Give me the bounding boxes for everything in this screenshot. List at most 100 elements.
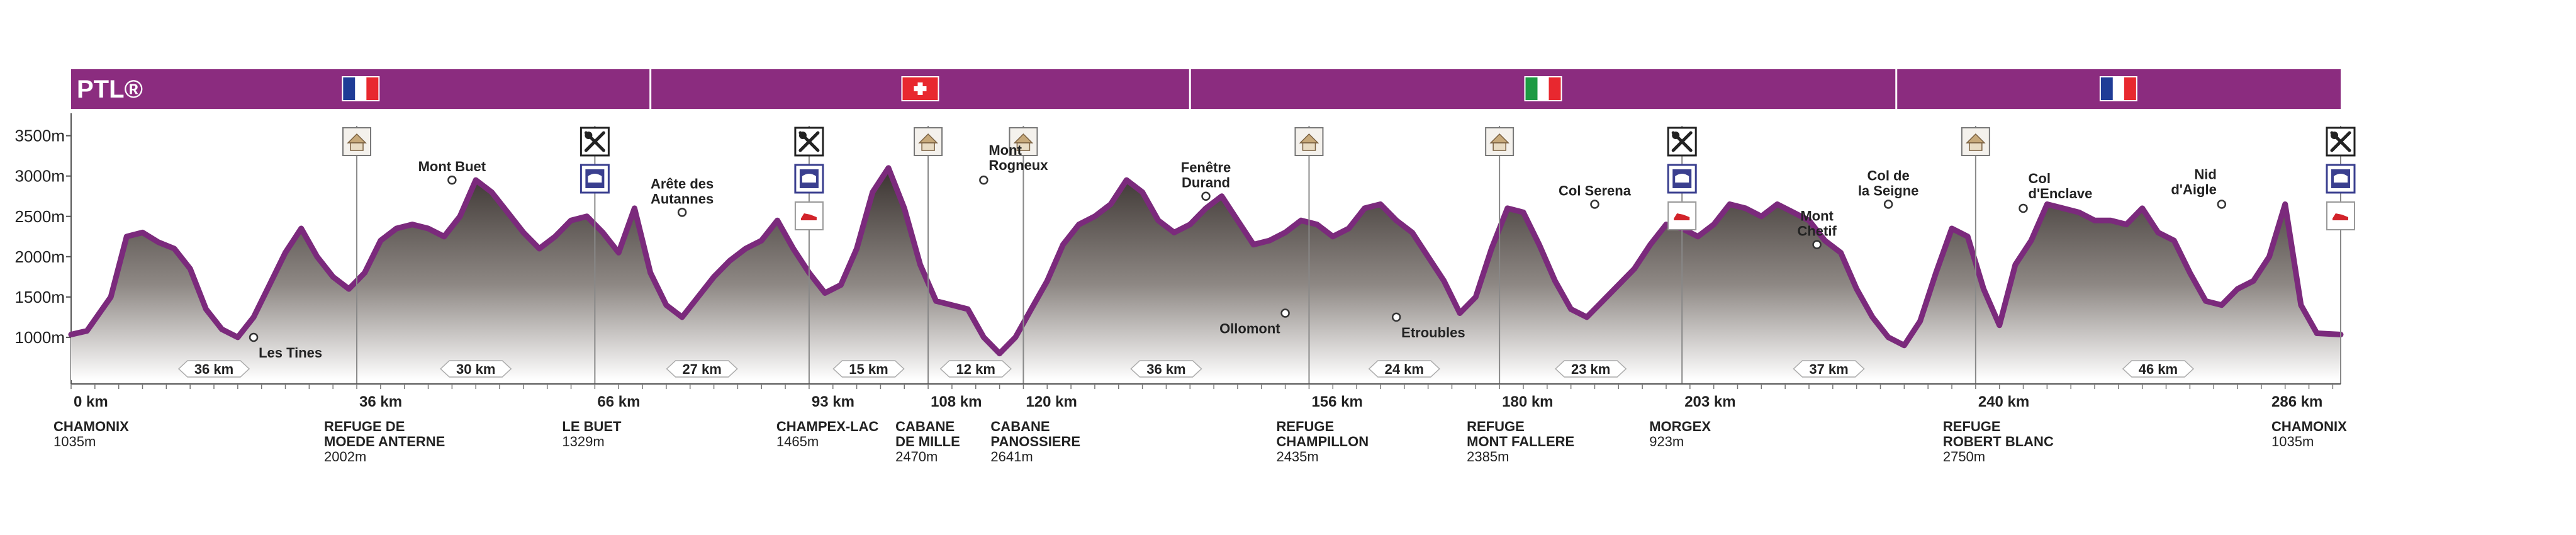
shoe-glyph [2332, 213, 2348, 220]
y-tick-label: 3000m [15, 167, 65, 186]
segment-badge [666, 360, 738, 378]
hut-icon [342, 127, 372, 156]
stop-markers [342, 126, 2356, 384]
peak-label: la Seigne [1858, 183, 1919, 199]
peak-marker [1280, 308, 1290, 318]
bed-glyph [588, 174, 602, 183]
peak-label: Col [2029, 171, 2051, 186]
stop-name: ROBERT BLANC [1943, 434, 2054, 449]
peak-marker [249, 332, 259, 342]
segment-badge [177, 360, 250, 378]
hut-wall [1969, 142, 1983, 151]
peak-label: Rogneux [988, 157, 1048, 173]
peak-marker [677, 208, 687, 217]
stop-altitude: 2470m [895, 449, 938, 465]
shoe-icon [2326, 201, 2355, 230]
segment-label: 46 km [2139, 361, 2178, 377]
hut-wall [921, 142, 935, 151]
km-label: 66 km [597, 393, 640, 410]
stop-altitude: 2641m [990, 449, 1033, 465]
y-tick-label: 2000m [15, 247, 65, 266]
stop-altitude: 1035m [2271, 434, 2314, 449]
km-label: 93 km [812, 393, 854, 410]
stop-name: MONT FALLERE [1467, 434, 1574, 449]
stop-name: LE BUET [562, 419, 622, 434]
stop-altitude: 2750m [1943, 449, 1985, 465]
km-label: 156 km [1311, 393, 1362, 410]
peak-marker [1590, 200, 1599, 209]
spoon-glyph [1672, 132, 1680, 139]
stop-name: CABANE [990, 419, 1050, 434]
segment-badge [939, 360, 1012, 378]
y-tick-label: 2500m [15, 207, 65, 226]
flag-france-icon [2099, 76, 2137, 101]
segment-badge [2122, 360, 2195, 378]
peak-marker [1812, 240, 1822, 249]
km-label: 180 km [1502, 393, 1553, 410]
stop-altitude: 2435m [1276, 449, 1318, 465]
peak-label: Col de [1868, 168, 1910, 184]
stop-name: DE MILLE [895, 434, 960, 449]
segment-label: 36 km [194, 361, 233, 377]
km-label: 203 km [1684, 393, 1735, 410]
flag-stripe [343, 77, 356, 100]
peak-marker [1391, 312, 1401, 322]
flag-italy-icon [1524, 76, 1562, 101]
bed-glyph [2334, 174, 2348, 183]
flag-stripe [2100, 77, 2113, 100]
spoon-glyph [798, 132, 807, 139]
peak-label: Mont [1800, 208, 1834, 224]
peak-label: Col Serena [1559, 183, 1632, 199]
stop-altitude: 1329m [562, 434, 604, 449]
stop-name: MORGEX [1649, 419, 1711, 434]
food-icon [794, 127, 824, 157]
elevation-profile [68, 165, 2344, 380]
segment-badge [1555, 360, 1627, 378]
hut-icon [914, 127, 943, 156]
knife-glyph [2330, 131, 2351, 152]
peak-label: Mont [988, 142, 1022, 158]
peak-marker [1201, 191, 1211, 201]
stop-name: PANOSSIERE [990, 434, 1080, 449]
knife-glyph [1671, 131, 1693, 152]
segment-badge [1130, 360, 1202, 378]
peak-marker [2019, 203, 2028, 213]
hut-icon [1009, 127, 1038, 156]
bed-glyph [802, 174, 816, 183]
hut-icon [1485, 127, 1515, 156]
flag-cross [914, 86, 927, 91]
stop-name: CABANE [895, 419, 955, 434]
flag-stripe [1548, 77, 1561, 100]
segment-label: 24 km [1385, 361, 1424, 377]
segment-label: 12 km [956, 361, 995, 377]
stop-name: REFUGE [1943, 419, 2001, 434]
flag-stripe [366, 77, 379, 100]
km-label: 0 km [74, 393, 108, 410]
peak-label: Autannes [651, 191, 714, 206]
peak-label: Etroubles [1401, 325, 1465, 341]
food-icon [1667, 127, 1697, 157]
hut-wall [1302, 142, 1316, 151]
peak-label: Les Tines [259, 345, 322, 361]
flag-stripe [2124, 77, 2136, 100]
stop-altitude: 1035m [53, 434, 96, 449]
bed-icon [580, 164, 610, 194]
bed-icon [794, 164, 824, 194]
segment-label: 30 km [456, 361, 495, 377]
segment-badge [832, 360, 905, 378]
peak-label: Ollomont [1219, 321, 1280, 337]
flag-stripe [2112, 77, 2124, 100]
km-label: 286 km [2271, 393, 2322, 410]
profile-fill [71, 167, 2341, 380]
flag-stripe [1537, 77, 1549, 100]
peak-label: Nid [2194, 167, 2216, 183]
segment-distances: 36 km 30 km 27 km 15 km 12 km 36 km 24 km 23 km… [177, 360, 2195, 378]
flag-stripe [1525, 77, 1538, 100]
bed-glyph [1675, 174, 1689, 183]
segment-badge [440, 360, 512, 378]
band-background [71, 69, 2341, 109]
food-icon [2326, 127, 2356, 157]
flag-switzerland-icon [901, 76, 939, 101]
